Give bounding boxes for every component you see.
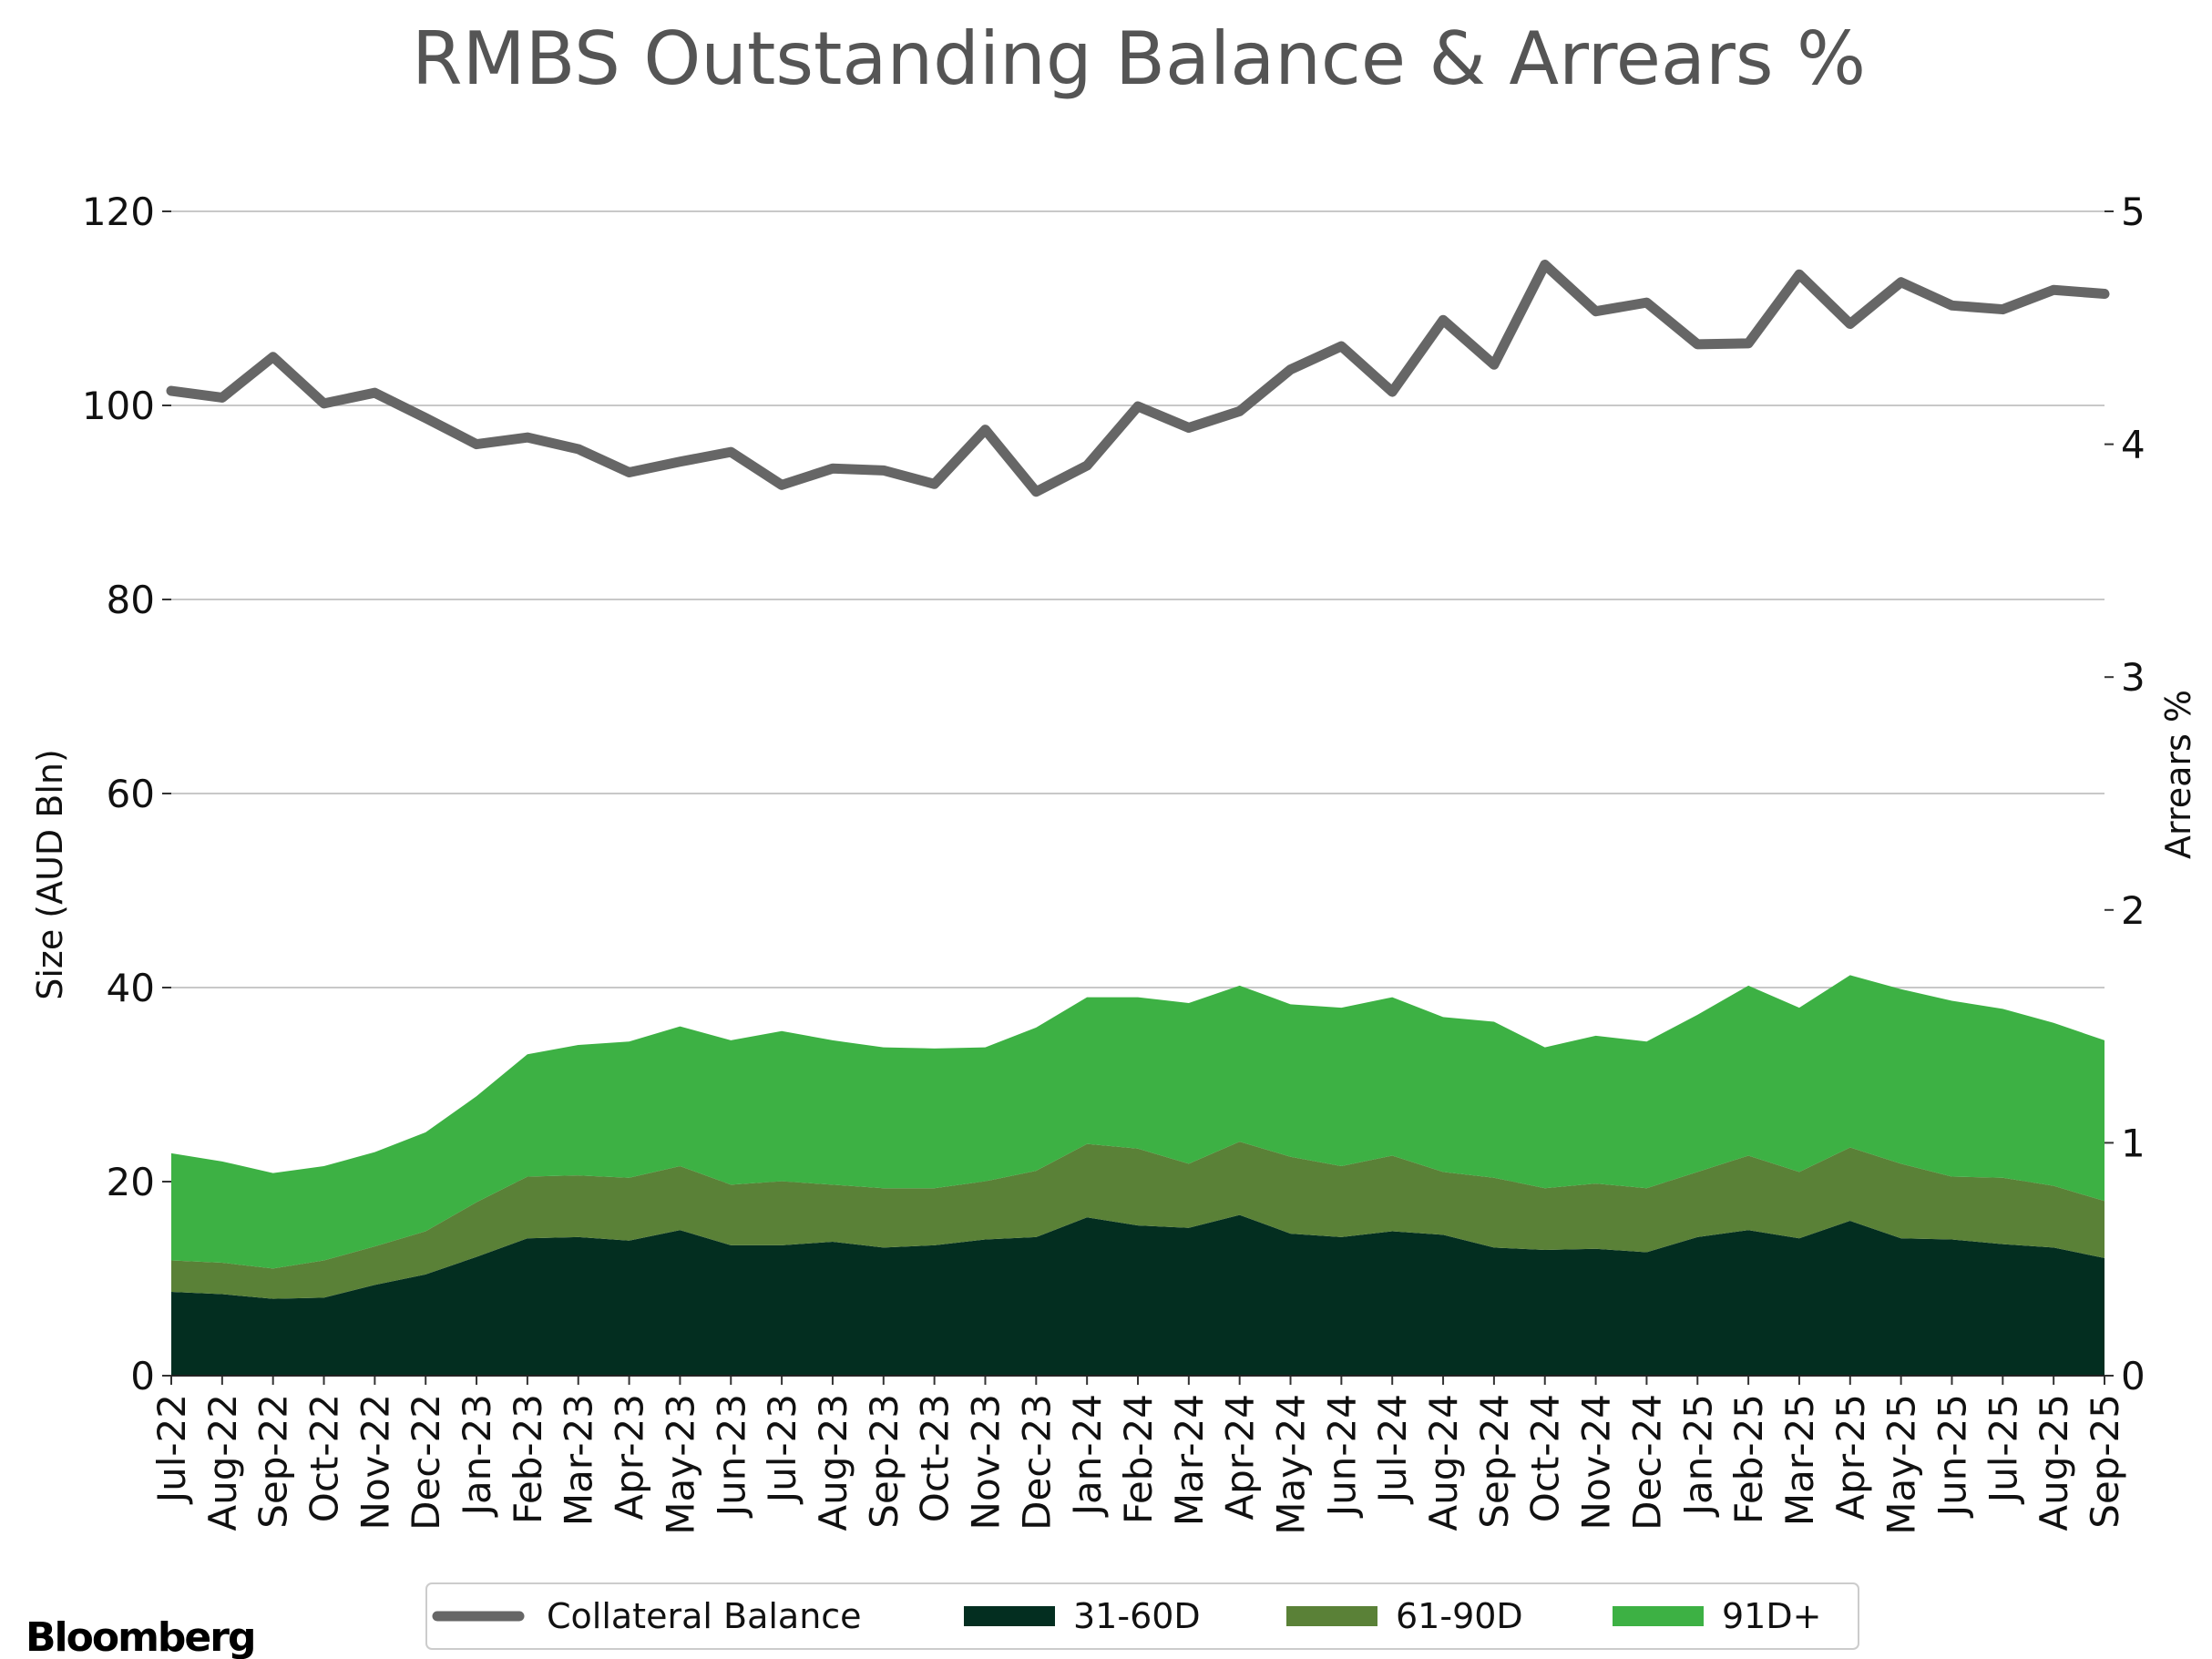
x-tick-label: Dec-22: [404, 1394, 448, 1531]
x-tick-label: Oct-22: [302, 1394, 347, 1522]
x-tick-label: Apr-25: [1828, 1394, 1873, 1521]
area-61-90d: [171, 1142, 2104, 1299]
y-tick-label: 60: [107, 772, 155, 816]
x-tick-label: May-23: [658, 1394, 702, 1535]
x-tick-label: Feb-24: [1116, 1394, 1161, 1524]
x-tick-label: Jun-25: [1930, 1394, 1974, 1519]
y-tick-label: 40: [107, 966, 155, 1010]
x-tick-label: Feb-23: [506, 1394, 550, 1524]
legend-box: [425, 1582, 1859, 1650]
x-tick-label: Mar-23: [557, 1394, 601, 1526]
x-tick-label: Apr-23: [608, 1394, 652, 1521]
legend-swatch-area: [964, 1606, 1055, 1626]
x-tick-label: Jun-23: [709, 1394, 753, 1519]
x-tick-label: Aug-25: [2032, 1394, 2076, 1531]
x-tick-label: Jan-24: [1065, 1394, 1110, 1518]
x-tick-label: Jun-24: [1319, 1394, 1364, 1519]
x-tick-label: May-24: [1269, 1394, 1314, 1535]
legend-entry-label: Collateral Balance: [547, 1596, 862, 1636]
x-tick-label: Dec-23: [1014, 1394, 1059, 1531]
x-tick-label: Oct-24: [1523, 1394, 1568, 1522]
x-tick-label: Aug-23: [811, 1394, 855, 1531]
y2-tick-label: 5: [2121, 189, 2145, 234]
area-31-60d: [171, 1214, 2104, 1376]
y-tick-label: 120: [82, 189, 155, 234]
x-tick-label: Jan-23: [455, 1394, 499, 1518]
balance-line: [166, 260, 2110, 497]
legend-entry-label: 91D+: [1722, 1596, 1821, 1636]
legend-entry-label: 61-90D: [1396, 1596, 1523, 1636]
x-tick-label: Mar-24: [1167, 1394, 1212, 1526]
x-tick-label: Sep-24: [1472, 1394, 1517, 1529]
y2-tick-label: 0: [2121, 1354, 2145, 1398]
x-tick-label: Aug-24: [1421, 1394, 1466, 1531]
x-tick-label: Apr-24: [1218, 1394, 1263, 1521]
x-tick-label: Jul-25: [1981, 1394, 2025, 1505]
legend-entry-label: 31-60D: [1073, 1596, 1201, 1636]
x-tick-label: Jul-24: [1370, 1394, 1415, 1505]
area-91d-: [171, 975, 2104, 1269]
x-tick-label: Nov-23: [963, 1394, 1008, 1530]
x-tick-label: Dec-24: [1624, 1394, 1669, 1531]
y2-axis-label: Arrears %: [2158, 690, 2198, 859]
legend: Collateral Balance 31-60D 61-90D 91D+: [425, 1582, 1859, 1650]
x-tick-label: Mar-25: [1777, 1394, 1822, 1526]
y2-tick-label: 2: [2121, 888, 2145, 933]
x-tick-label: Sep-25: [2083, 1394, 2127, 1529]
x-tick-label: Aug-22: [200, 1394, 245, 1531]
chart-title: RMBS Outstanding Balance & Arrears %: [412, 16, 1866, 101]
y-tick-label: 80: [107, 578, 155, 622]
y2-tick-label: 1: [2121, 1121, 2145, 1165]
x-tick-label: Sep-23: [862, 1394, 906, 1529]
x-tick-label: Feb-25: [1726, 1394, 1771, 1524]
y-tick-label: 20: [107, 1160, 155, 1204]
x-tick-label: Jul-22: [149, 1394, 194, 1505]
x-tick-label: Sep-22: [251, 1394, 296, 1529]
legend-swatch-area: [1286, 1606, 1377, 1626]
y-axis-label: Size (AUD Bln): [30, 749, 70, 1000]
x-tick-label: Jul-23: [760, 1394, 804, 1505]
x-tick-label: Nov-22: [353, 1394, 397, 1530]
y2-tick-label: 4: [2121, 423, 2145, 467]
arrears-areas: [171, 975, 2104, 1376]
y-tick-label: 0: [130, 1354, 155, 1398]
legend-swatch-area: [1613, 1606, 1704, 1626]
x-tick-label: Jan-25: [1675, 1394, 1720, 1518]
x-tick-label: Nov-24: [1574, 1394, 1619, 1530]
bloomberg-logo: Bloomberg: [26, 1614, 254, 1659]
y2-tick-label: 3: [2121, 655, 2145, 700]
y-tick-label: 100: [82, 384, 155, 428]
x-tick-label: Oct-23: [913, 1394, 958, 1522]
x-tick-label: May-25: [1879, 1394, 1924, 1535]
line-collateral-balance: [166, 260, 2110, 497]
